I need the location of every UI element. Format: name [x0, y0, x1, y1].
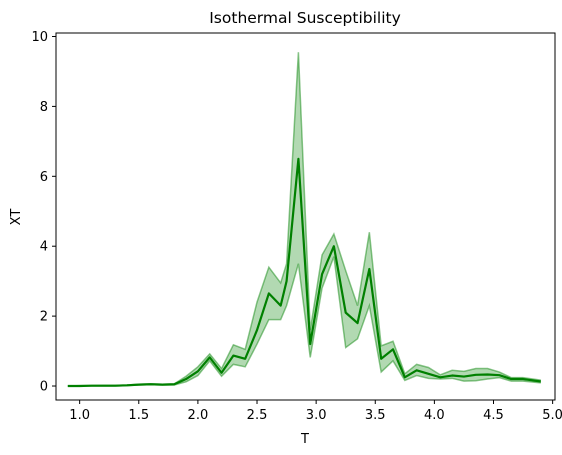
data-point	[475, 374, 477, 376]
y-tick-label: 8	[40, 100, 48, 115]
x-tick-label: 1.5	[128, 408, 149, 423]
plot-area	[67, 52, 542, 388]
data-point	[404, 376, 406, 378]
data-point	[333, 245, 335, 247]
data-point	[126, 384, 128, 386]
data-point	[256, 329, 258, 331]
data-point	[150, 383, 152, 385]
data-point	[197, 370, 199, 372]
data-point	[286, 280, 288, 282]
data-point	[161, 384, 163, 386]
data-point	[221, 372, 223, 374]
data-point	[90, 385, 92, 387]
data-point	[392, 348, 394, 350]
data-point	[451, 375, 453, 377]
data-point	[114, 385, 116, 387]
data-point	[209, 356, 211, 358]
x-tick-label: 2.5	[247, 408, 268, 423]
confidence-band	[67, 52, 541, 387]
data-point	[463, 376, 465, 378]
data-point	[487, 373, 489, 375]
x-tick-label: 5.0	[542, 408, 562, 423]
data-point	[297, 158, 299, 160]
x-tick-label: 4.5	[483, 408, 504, 423]
y-tick-label: 6	[40, 170, 48, 185]
data-point	[321, 273, 323, 275]
y-tick-label: 2	[40, 310, 48, 325]
data-point	[244, 358, 246, 360]
x-tick-label: 1.0	[69, 408, 90, 423]
data-point	[498, 374, 500, 376]
data-point	[138, 384, 140, 386]
series-line	[67, 157, 541, 388]
data-point	[439, 376, 441, 378]
chart-title: Isothermal Susceptibility	[209, 9, 401, 27]
data-point	[368, 268, 370, 270]
x-tick-label: 2.0	[188, 408, 209, 423]
data-point	[522, 378, 524, 380]
data-point	[173, 383, 175, 385]
axes-frame	[55, 32, 556, 401]
data-point	[380, 358, 382, 360]
data-point	[540, 380, 542, 382]
axes: 1.0 1.5 2.0 2.5 3.0 3.5 4.0 4.5 5.0 0 2 4 6 8 10	[31, 30, 562, 423]
y-tick-label: 0	[40, 380, 48, 395]
y-tick-label: 4	[40, 240, 48, 255]
data-point	[268, 292, 270, 294]
y-axis-label: XT	[9, 209, 24, 226]
data-point	[309, 343, 311, 345]
x-tick-label: 3.5	[365, 408, 386, 423]
data-point	[102, 385, 104, 387]
x-axis-label: T	[300, 432, 309, 447]
data-point	[345, 312, 347, 314]
data-point	[357, 322, 359, 324]
data-point	[510, 378, 512, 380]
data-point	[232, 355, 234, 357]
y-tick-label: 10	[31, 30, 48, 45]
data-point	[416, 369, 418, 371]
x-tick-label: 3.0	[306, 408, 327, 423]
data-point	[79, 385, 81, 387]
x-tick-label: 4.0	[424, 408, 445, 423]
data-point	[67, 385, 69, 387]
data-point	[427, 373, 429, 375]
data-point	[280, 305, 282, 307]
data-point	[185, 378, 187, 380]
